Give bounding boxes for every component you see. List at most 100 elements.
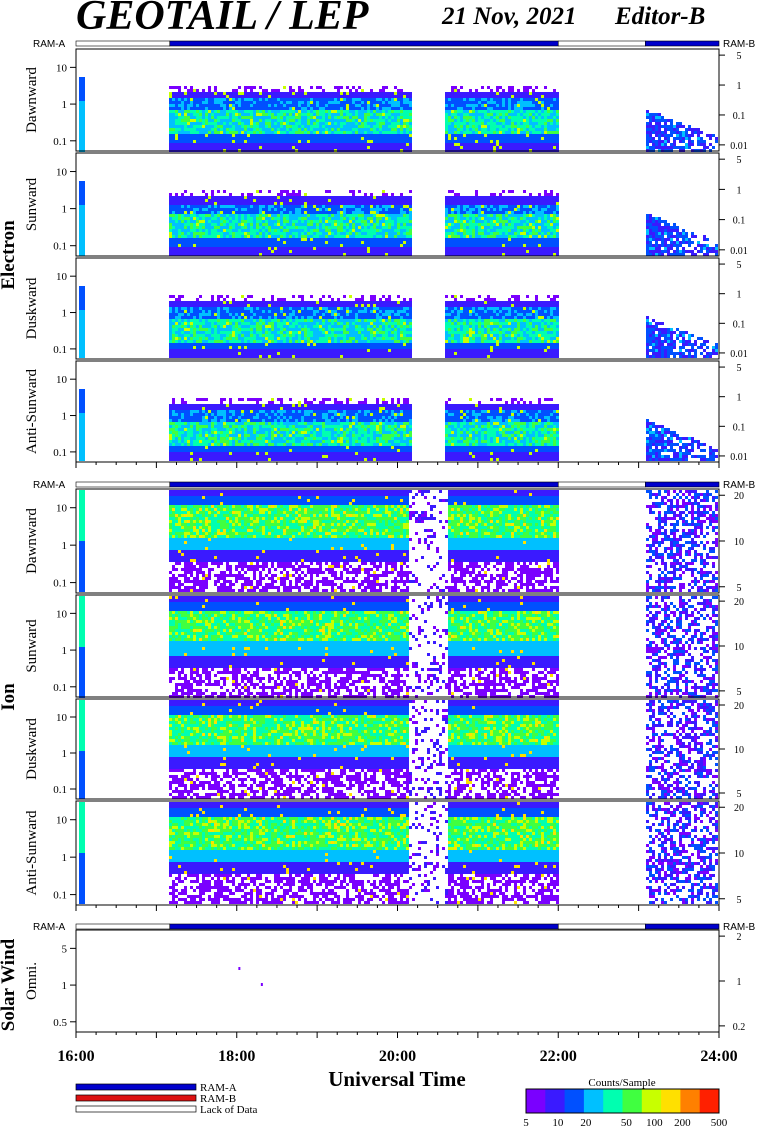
spectrogram-cell (385, 247, 388, 250)
spectrogram-cell (253, 131, 256, 134)
spectrogram-cell (307, 232, 310, 235)
spectrogram-cell (202, 241, 205, 244)
spectrogram-cell (358, 122, 361, 125)
spectrogram-cell (661, 140, 664, 143)
spectrogram-cell (451, 119, 454, 122)
spectrogram-cell (454, 208, 457, 211)
spectrogram-cell (391, 217, 394, 220)
spectrogram-cell (298, 122, 301, 125)
spectrogram-cell (523, 229, 526, 232)
spectrogram-cell (325, 244, 328, 247)
spectrogram-cell (259, 253, 262, 256)
spectrogram-cell (208, 202, 211, 205)
spectrogram-cell (220, 104, 223, 107)
spectrogram-cell (487, 146, 490, 149)
spectrogram-cell (271, 232, 274, 235)
spectrogram-cell (295, 253, 298, 256)
spectrogram-cell (508, 226, 511, 229)
spectrogram-cell (406, 211, 409, 214)
spectrogram-cell (289, 193, 292, 196)
spectrogram-cell (478, 146, 481, 149)
spectrogram-cell (517, 199, 520, 202)
spectrogram-cell (397, 214, 400, 217)
spectrogram-cell (301, 247, 304, 250)
spectrogram-cell (337, 98, 340, 101)
spectrogram-cell (265, 89, 268, 92)
spectrogram-cell (664, 134, 667, 137)
spectrogram-cell (253, 223, 256, 226)
spectrogram-cell (247, 131, 250, 134)
spectrogram-cell (496, 140, 499, 143)
spectrogram-cell (313, 116, 316, 119)
spectrogram-cell (217, 125, 220, 128)
spectrogram-cell (247, 92, 250, 95)
spectrogram-cell (502, 217, 505, 220)
spectrogram-cell (493, 208, 496, 211)
spectrogram-cell (214, 247, 217, 250)
spectrogram-cell (466, 143, 469, 146)
spectrogram-cell (184, 226, 187, 229)
spectrogram-cell (178, 199, 181, 202)
spectrogram-cell (223, 125, 226, 128)
spectrogram-cell (190, 95, 193, 98)
spectrogram-cell (331, 125, 334, 128)
spectrogram-cell (295, 125, 298, 128)
spectrogram-cell (352, 86, 355, 89)
spectrogram-cell (295, 199, 298, 202)
spectrogram-cell (388, 113, 391, 116)
spectrogram-cell (238, 143, 241, 146)
spectrogram-cell (472, 143, 475, 146)
spectrogram-cell (226, 223, 229, 226)
spectrogram-cell (226, 92, 229, 95)
spectrogram-cell (349, 232, 352, 235)
spectrogram-cell (469, 208, 472, 211)
spectrogram-cell (466, 140, 469, 143)
spectrogram-cell (490, 235, 493, 238)
spectrogram-cell (262, 89, 265, 92)
spectrogram-cell (289, 202, 292, 205)
spectrogram-cell (244, 205, 247, 208)
spectrogram-cell (445, 143, 448, 146)
spectrogram-cell (322, 122, 325, 125)
spectrogram-cell (490, 122, 493, 125)
spectrogram-cell (196, 205, 199, 208)
spectrogram-cell (304, 244, 307, 247)
spectrogram-cell (274, 140, 277, 143)
spectrogram-cell (349, 190, 352, 193)
spectrogram-cell (457, 253, 460, 256)
spectrogram-cell (499, 202, 502, 205)
spectrogram-cell (406, 205, 409, 208)
spectrogram-cell (250, 116, 253, 119)
spectrogram-cell (451, 116, 454, 119)
spectrogram-cell (310, 86, 313, 89)
spectrogram-cell (481, 229, 484, 232)
spectrogram-cell (202, 190, 205, 193)
spectrogram-cell (268, 202, 271, 205)
spectrogram-cell (340, 220, 343, 223)
spectrogram-cell (346, 229, 349, 232)
spectrogram-cell (250, 110, 253, 113)
spectrogram-cell (394, 202, 397, 205)
spectrogram-cell (202, 110, 205, 113)
spectrogram-cell (493, 146, 496, 149)
spectrogram-cell (181, 137, 184, 140)
spectrogram-cell (535, 86, 538, 89)
spectrogram-cell (268, 107, 271, 110)
spectrogram-cell (526, 140, 529, 143)
spectrogram-cell (331, 205, 334, 208)
spectrogram-cell (475, 131, 478, 134)
spectrogram-cell (391, 104, 394, 107)
spectrogram-cell (403, 220, 406, 223)
spectrogram-cell (328, 232, 331, 235)
spectrogram-cell (235, 217, 238, 220)
spectrogram-cell (304, 253, 307, 256)
spectrogram-cell (232, 116, 235, 119)
spectrogram-cell (448, 113, 451, 116)
spectrogram-cell (373, 235, 376, 238)
spectrogram-cell (196, 232, 199, 235)
spectrogram-cell (484, 113, 487, 116)
spectrogram-cell (268, 104, 271, 107)
spectrogram-cell (544, 131, 547, 134)
spectrogram-cell (184, 190, 187, 193)
spectrogram-cell (289, 223, 292, 226)
